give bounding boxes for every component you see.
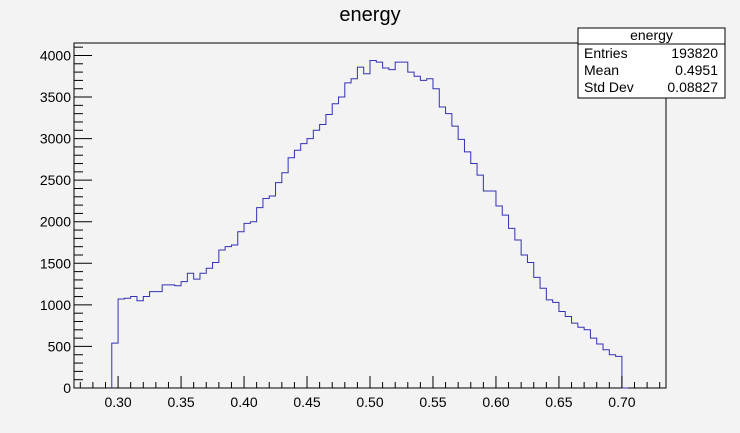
y-tick-label: 1000 (40, 297, 71, 313)
axes: 0.30 0.35 0.40 0.45 0.50 0.55 0.60 0.65 0.70 0 500… (40, 46, 661, 410)
stats-entries-label: Entries (584, 45, 628, 61)
histogram-line (111, 59, 629, 389)
plot-area (73, 42, 667, 389)
y-tick-label: 3000 (40, 131, 71, 147)
chart-title: energy (339, 4, 400, 26)
stats-box-title: energy (630, 27, 673, 43)
y-tick-label: 500 (48, 338, 72, 354)
plot-frame (73, 42, 667, 389)
stats-stddev-label: Std Dev (584, 79, 634, 95)
x-tick-label: 0.70 (608, 394, 635, 410)
x-tick-label: 0.35 (167, 394, 194, 410)
stats-mean-value: 0.4951 (675, 62, 718, 78)
stats-mean-label: Mean (584, 62, 619, 78)
x-tick-label: 0.50 (356, 394, 383, 410)
x-tick-label: 0.65 (545, 394, 572, 410)
y-tick-label: 2000 (40, 214, 71, 230)
x-tick-label: 0.30 (104, 394, 131, 410)
x-tick-label: 0.60 (482, 394, 509, 410)
x-tick-label: 0.40 (230, 394, 257, 410)
y-tick-label: 1500 (40, 255, 71, 271)
x-tick-label: 0.45 (293, 394, 320, 410)
y-tick-label: 0 (63, 380, 71, 396)
y-tick-label: 3500 (40, 89, 71, 105)
histogram-series (111, 59, 629, 389)
y-tick-label: 2500 (40, 172, 71, 188)
y-tick-label: 4000 (40, 47, 71, 63)
stats-entries-value: 193820 (671, 45, 718, 61)
x-tick-label: 0.55 (419, 394, 446, 410)
stats-box: energy Entries 193820 Mean 0.4951 Std De… (577, 27, 726, 99)
stats-box-frame (577, 27, 726, 99)
stats-stddev-value: 0.08827 (667, 79, 718, 95)
